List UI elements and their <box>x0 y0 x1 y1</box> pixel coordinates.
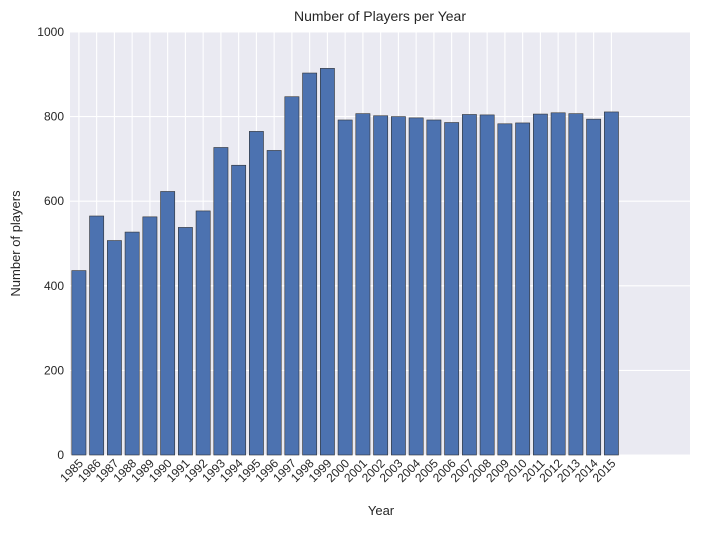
bar-2000 <box>337 119 353 456</box>
bar-1988 <box>124 231 140 456</box>
x-tick-labels: 1985198619871988198919901991199219931994… <box>57 456 619 485</box>
bar-1998 <box>302 72 318 456</box>
y-tick-label: 0 <box>57 448 64 462</box>
y-tick-labels: 0 200 400 600 800 1000 <box>37 25 64 462</box>
bar-1987 <box>107 240 122 456</box>
y-axis-label: Number of players <box>8 190 23 297</box>
bar-2003 <box>390 116 406 456</box>
bars <box>71 68 619 456</box>
bar-2010 <box>515 122 531 456</box>
bar-1989 <box>142 216 158 456</box>
bar-2004 <box>408 117 424 456</box>
bar-1986 <box>89 215 105 456</box>
bar-2006 <box>444 122 460 456</box>
y-tick-label: 200 <box>44 363 64 377</box>
bar-1993 <box>213 147 229 456</box>
bar-2007 <box>461 114 477 456</box>
bar-2005 <box>426 119 442 456</box>
bar-1995 <box>249 131 264 456</box>
chart-title: Number of Players per Year <box>294 8 466 24</box>
bar-1996 <box>266 150 282 456</box>
bar-1991 <box>178 227 193 456</box>
bar-2013 <box>568 113 584 456</box>
bar-2015 <box>603 111 619 456</box>
bar-1992 <box>195 210 211 456</box>
bar-2012 <box>550 112 566 456</box>
bar-1997 <box>284 96 300 456</box>
bar-2014 <box>586 118 602 456</box>
bar-2011 <box>532 113 548 456</box>
y-tick-label: 800 <box>44 110 64 124</box>
bar-1990 <box>160 191 176 456</box>
bar-1994 <box>231 164 247 456</box>
bar-2002 <box>373 115 389 456</box>
y-tick-label: 400 <box>44 279 64 293</box>
bar-1985 <box>71 270 87 456</box>
y-tick-label: 1000 <box>37 25 64 39</box>
bar-2008 <box>479 114 495 456</box>
bar-2009 <box>497 123 513 456</box>
x-axis-label: Year <box>368 503 395 518</box>
y-tick-label: 600 <box>44 194 64 208</box>
bar-2001 <box>355 113 371 456</box>
bar-1999 <box>319 68 335 456</box>
